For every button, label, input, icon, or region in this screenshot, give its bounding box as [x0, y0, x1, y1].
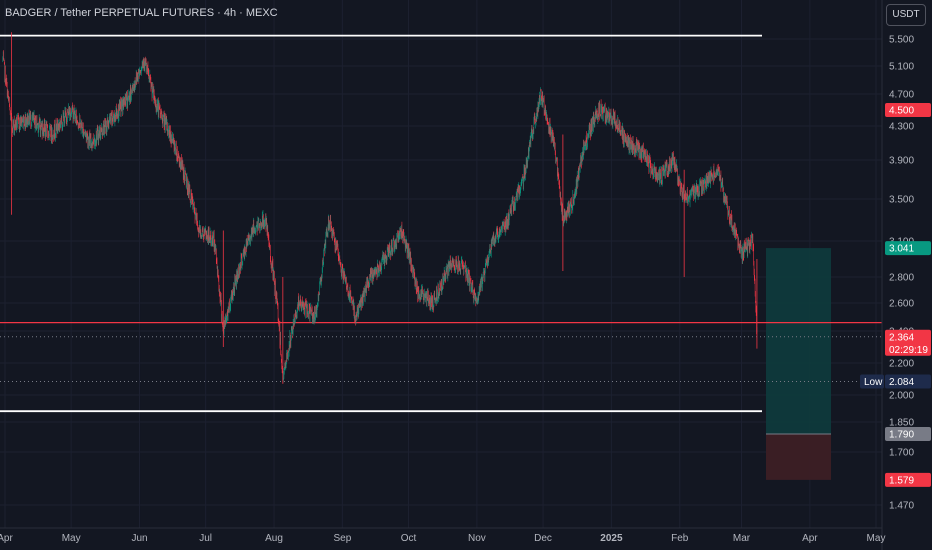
price-tags: 4.500 3.041 2.364 02:29:19 2.084 Low 1.790 1.57…	[860, 103, 931, 487]
y-tick-label: 5.500	[889, 35, 914, 46]
x-tick-label: Nov	[468, 533, 486, 544]
x-tick-label: Dec	[534, 533, 552, 544]
y-tick-label: 1.700	[889, 448, 914, 459]
loss-zone	[766, 434, 831, 480]
y-tick-label: 4.300	[889, 122, 914, 133]
level-lines	[0, 34, 882, 413]
x-tick-label: May	[62, 533, 81, 544]
y-tick-label: 2.000	[889, 391, 914, 402]
price-tag-label: 1.790	[889, 430, 914, 441]
x-tick-label: Sep	[333, 533, 351, 544]
currency-button[interactable]: USDT	[886, 4, 926, 26]
price-tag-label: 2.084	[889, 377, 914, 388]
x-tick-label: Apr	[0, 533, 13, 544]
y-tick-label: 1.850	[889, 418, 914, 429]
price-tag-label: 2.364	[889, 332, 914, 343]
candles	[2, 32, 758, 384]
x-tick-label: Jul	[199, 533, 212, 544]
price-tag	[885, 241, 931, 256]
profit-zone	[766, 248, 831, 434]
price-tag-countdown: 02:29:19	[889, 345, 928, 356]
x-tick-label: Mar	[733, 533, 751, 544]
price-tag	[885, 427, 931, 441]
x-tick-label: 2025	[600, 533, 623, 544]
y-tick-label: 2.800	[889, 273, 914, 284]
grid	[0, 0, 882, 528]
price-tag	[885, 329, 931, 356]
y-tick-label: 4.700	[889, 90, 914, 101]
price-tag	[885, 374, 931, 389]
price-tag-label: 4.500	[889, 106, 914, 117]
x-tick-label: Apr	[802, 533, 818, 544]
chart-title: BADGER / Tether PERPETUAL FUTURES · 4h ·…	[5, 7, 278, 19]
y-tick-label: 3.500	[889, 195, 914, 206]
x-tick-label: May	[867, 533, 886, 544]
y-tick-label: 2.200	[889, 359, 914, 370]
chart-background	[0, 0, 882, 550]
y-tick-label: 3.900	[889, 156, 914, 167]
x-tick-label: Oct	[401, 533, 417, 544]
y-axis: 5.5005.1004.7004.3003.9003.5003.1002.800…	[881, 0, 914, 550]
price-tag	[885, 472, 931, 487]
y-tick-label: 1.470	[889, 501, 914, 512]
y-tick-label: 5.100	[889, 62, 914, 73]
x-tick-label: Aug	[265, 533, 283, 544]
price-tag-label: 1.579	[889, 475, 914, 486]
x-axis: Apr May Jun Jul Aug Sep Oct Nov Dec 2025 Feb Mar Apr…	[0, 527, 886, 544]
price-tag-prefix-bg	[860, 374, 884, 389]
x-tick-label: Feb	[671, 533, 689, 544]
position-zone	[766, 248, 831, 480]
x-tick-label: Jun	[131, 533, 147, 544]
price-tag	[885, 103, 931, 117]
y-tick-label: 2.600	[889, 299, 914, 310]
price-tag-prefix: Low	[864, 377, 883, 388]
price-tag-label: 3.041	[889, 244, 914, 255]
